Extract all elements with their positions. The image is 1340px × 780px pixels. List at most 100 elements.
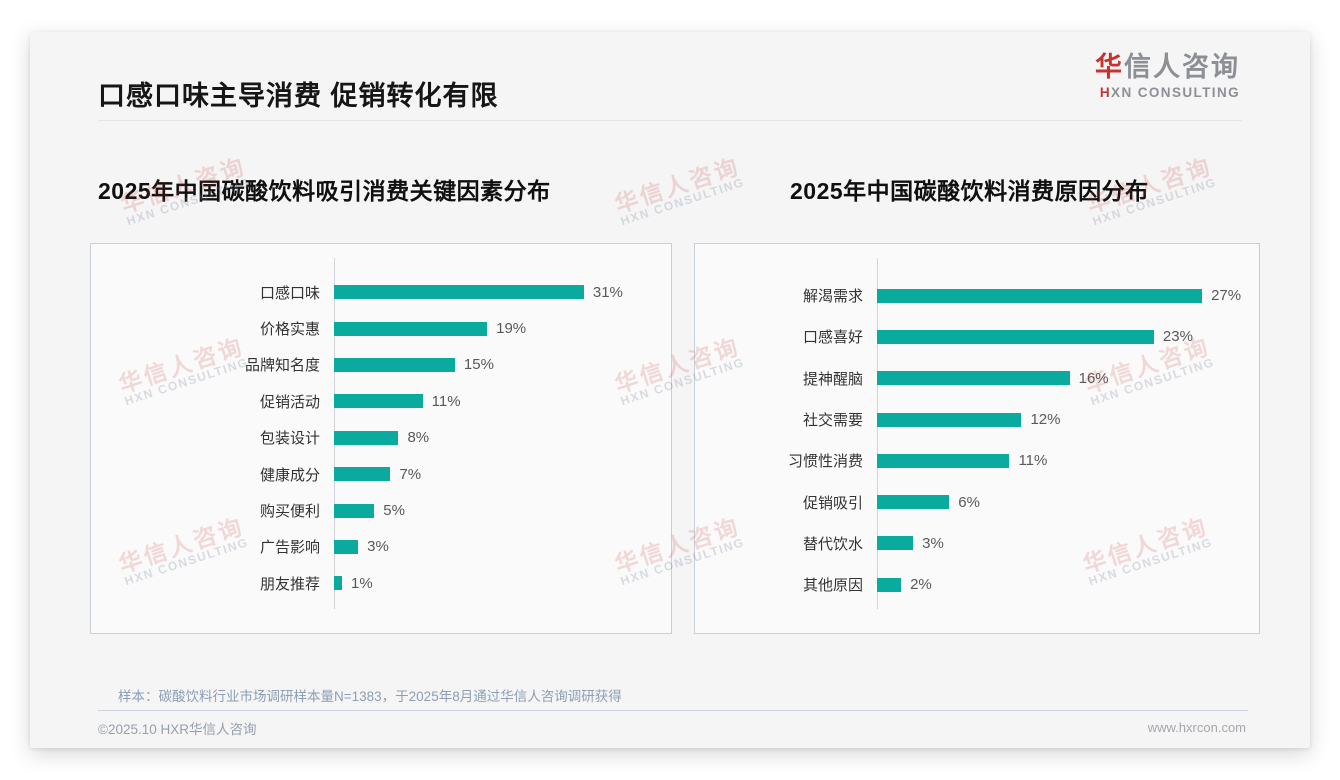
bar-row: 健康成分 7% xyxy=(91,456,671,492)
value-label: 11% xyxy=(1018,452,1048,470)
value-label: 2% xyxy=(910,576,932,594)
bar-row: 习惯性消费 11% xyxy=(695,440,1259,481)
sample-note: 样本：碳酸饮料行业市场调研样本量N=1383，于2025年8月通过华信人咨询调研… xyxy=(118,689,622,704)
category-label: 健康成分 xyxy=(259,466,320,484)
category-label: 广告影响 xyxy=(259,539,320,557)
bar-row: 口感喜好 23% xyxy=(695,316,1259,357)
bar xyxy=(877,577,902,592)
category-label: 购买便利 xyxy=(259,503,320,521)
bar-row: 品牌知名度 15% xyxy=(91,347,671,383)
bar-row: 包装设计 8% xyxy=(91,420,671,456)
logo-chinese-name: 华信人咨询 xyxy=(1095,52,1240,83)
bar xyxy=(877,371,1070,386)
logo-cn-accent: 华 xyxy=(1095,52,1124,82)
bar-track: 1% xyxy=(334,575,671,592)
bar xyxy=(334,394,423,409)
bar xyxy=(877,288,1203,303)
bar xyxy=(877,412,1022,427)
bar-track: 27% xyxy=(877,287,1259,304)
value-label: 23% xyxy=(1162,328,1193,346)
bar-track: 3% xyxy=(877,535,1259,552)
category-label: 提神醒脑 xyxy=(802,370,863,388)
category-label: 替代饮水 xyxy=(802,535,863,553)
chart-title-right: 2025年中国碳酸饮料消费原因分布 xyxy=(790,178,1149,204)
footer-divider xyxy=(98,710,1248,711)
bar xyxy=(334,576,343,591)
bar-row: 购买便利 5% xyxy=(91,492,671,528)
title-divider xyxy=(98,120,1242,121)
value-label: 3% xyxy=(367,538,389,556)
bar-track: 11% xyxy=(334,393,671,410)
bar-track: 8% xyxy=(334,429,671,446)
bar xyxy=(334,321,488,336)
logo-en-accent: H xyxy=(1099,85,1112,101)
value-label: 16% xyxy=(1078,369,1109,387)
bar xyxy=(334,430,399,445)
bar-track: 5% xyxy=(334,502,671,519)
page-title: 口感口味主导消费 促销转化有限 xyxy=(98,81,499,111)
bar-track: 11% xyxy=(877,452,1259,469)
value-label: 8% xyxy=(407,429,430,447)
value-label: 1% xyxy=(351,574,373,592)
value-label: 15% xyxy=(463,356,494,374)
chart-panel-right: 解渴需求 27% 口感喜好 23% 提神醒脑 16% 社交需要 12% 习惯性消费 11% 促销吸引… xyxy=(694,243,1260,634)
bar-track: 16% xyxy=(877,370,1259,387)
bar-chart-right: 解渴需求 27% 口感喜好 23% 提神醒脑 16% 社交需要 12% 习惯性消费 11% 促销吸引… xyxy=(695,244,1259,633)
bar-row: 提神醒脑 16% xyxy=(695,358,1259,399)
chart-panel-left: 口感口味 31% 价格实惠 19% 品牌知名度 15% 促销活动 11% 包装设计 8% 健康成分 7… xyxy=(90,243,672,634)
bar-row: 解渴需求 27% xyxy=(695,275,1259,316)
bar-row: 价格实惠 19% xyxy=(91,310,671,346)
bar-row: 其他原因 2% xyxy=(695,564,1259,605)
bar xyxy=(334,539,359,554)
category-label: 价格实惠 xyxy=(259,321,320,339)
bar-chart-left: 口感口味 31% 价格实惠 19% 品牌知名度 15% 促销活动 11% 包装设计 8% 健康成分 7… xyxy=(91,244,671,633)
axis-line xyxy=(877,258,878,609)
company-logo: 华信人咨询 HXN CONSULTING xyxy=(1095,52,1240,100)
category-label: 品牌知名度 xyxy=(244,357,320,375)
bar-row: 促销吸引 6% xyxy=(695,481,1259,522)
value-label: 5% xyxy=(383,502,405,520)
category-label: 解渴需求 xyxy=(802,288,863,306)
value-label: 27% xyxy=(1211,287,1242,305)
bar-row: 替代饮水 3% xyxy=(695,523,1259,564)
bar-row: 广告影响 3% xyxy=(91,529,671,565)
bar xyxy=(334,467,391,482)
bar-track: 2% xyxy=(877,576,1259,593)
category-label: 社交需要 xyxy=(802,412,863,430)
bar-track: 15% xyxy=(334,356,671,373)
category-label: 口感喜好 xyxy=(802,329,863,347)
bar-row: 口感口味 31% xyxy=(91,274,671,310)
footer-website: www.hxrcon.com xyxy=(1147,720,1246,735)
slide-card: 口感口味主导消费 促销转化有限 华信人咨询 HXN CONSULTING 202… xyxy=(30,32,1310,748)
logo-cn-text: 信人咨询 xyxy=(1124,52,1240,82)
bar-track: 23% xyxy=(877,328,1259,345)
category-label: 其他原因 xyxy=(802,577,863,595)
bar-track: 31% xyxy=(334,284,671,301)
value-label: 6% xyxy=(958,493,980,511)
value-label: 3% xyxy=(922,534,944,552)
footer-copyright: ©2025.10 HXR华信人咨询 xyxy=(98,722,257,737)
value-label: 7% xyxy=(399,465,422,483)
value-label: 31% xyxy=(592,283,623,301)
value-label: 19% xyxy=(496,320,527,338)
logo-english-name: HXN CONSULTING xyxy=(1095,85,1240,100)
bar-row: 朋友推荐 1% xyxy=(91,565,671,601)
bar-track: 6% xyxy=(877,494,1259,511)
category-label: 促销吸引 xyxy=(802,494,863,512)
watermark-cn: 华信人咨询 xyxy=(611,152,744,218)
bar xyxy=(334,357,455,372)
category-label: 朋友推荐 xyxy=(259,575,320,593)
category-label: 习惯性消费 xyxy=(787,453,863,471)
bar xyxy=(877,536,914,551)
bar xyxy=(877,453,1010,468)
bar-row: 促销活动 11% xyxy=(91,383,671,419)
bar-row: 社交需要 12% xyxy=(695,399,1259,440)
chart-title-left: 2025年中国碳酸饮料吸引消费关键因素分布 xyxy=(98,178,551,204)
bar-track: 19% xyxy=(334,320,671,337)
category-label: 口感口味 xyxy=(259,284,320,302)
bar xyxy=(334,285,584,300)
value-label: 12% xyxy=(1030,411,1061,429)
bar xyxy=(877,329,1154,344)
bar-track: 12% xyxy=(877,411,1259,428)
